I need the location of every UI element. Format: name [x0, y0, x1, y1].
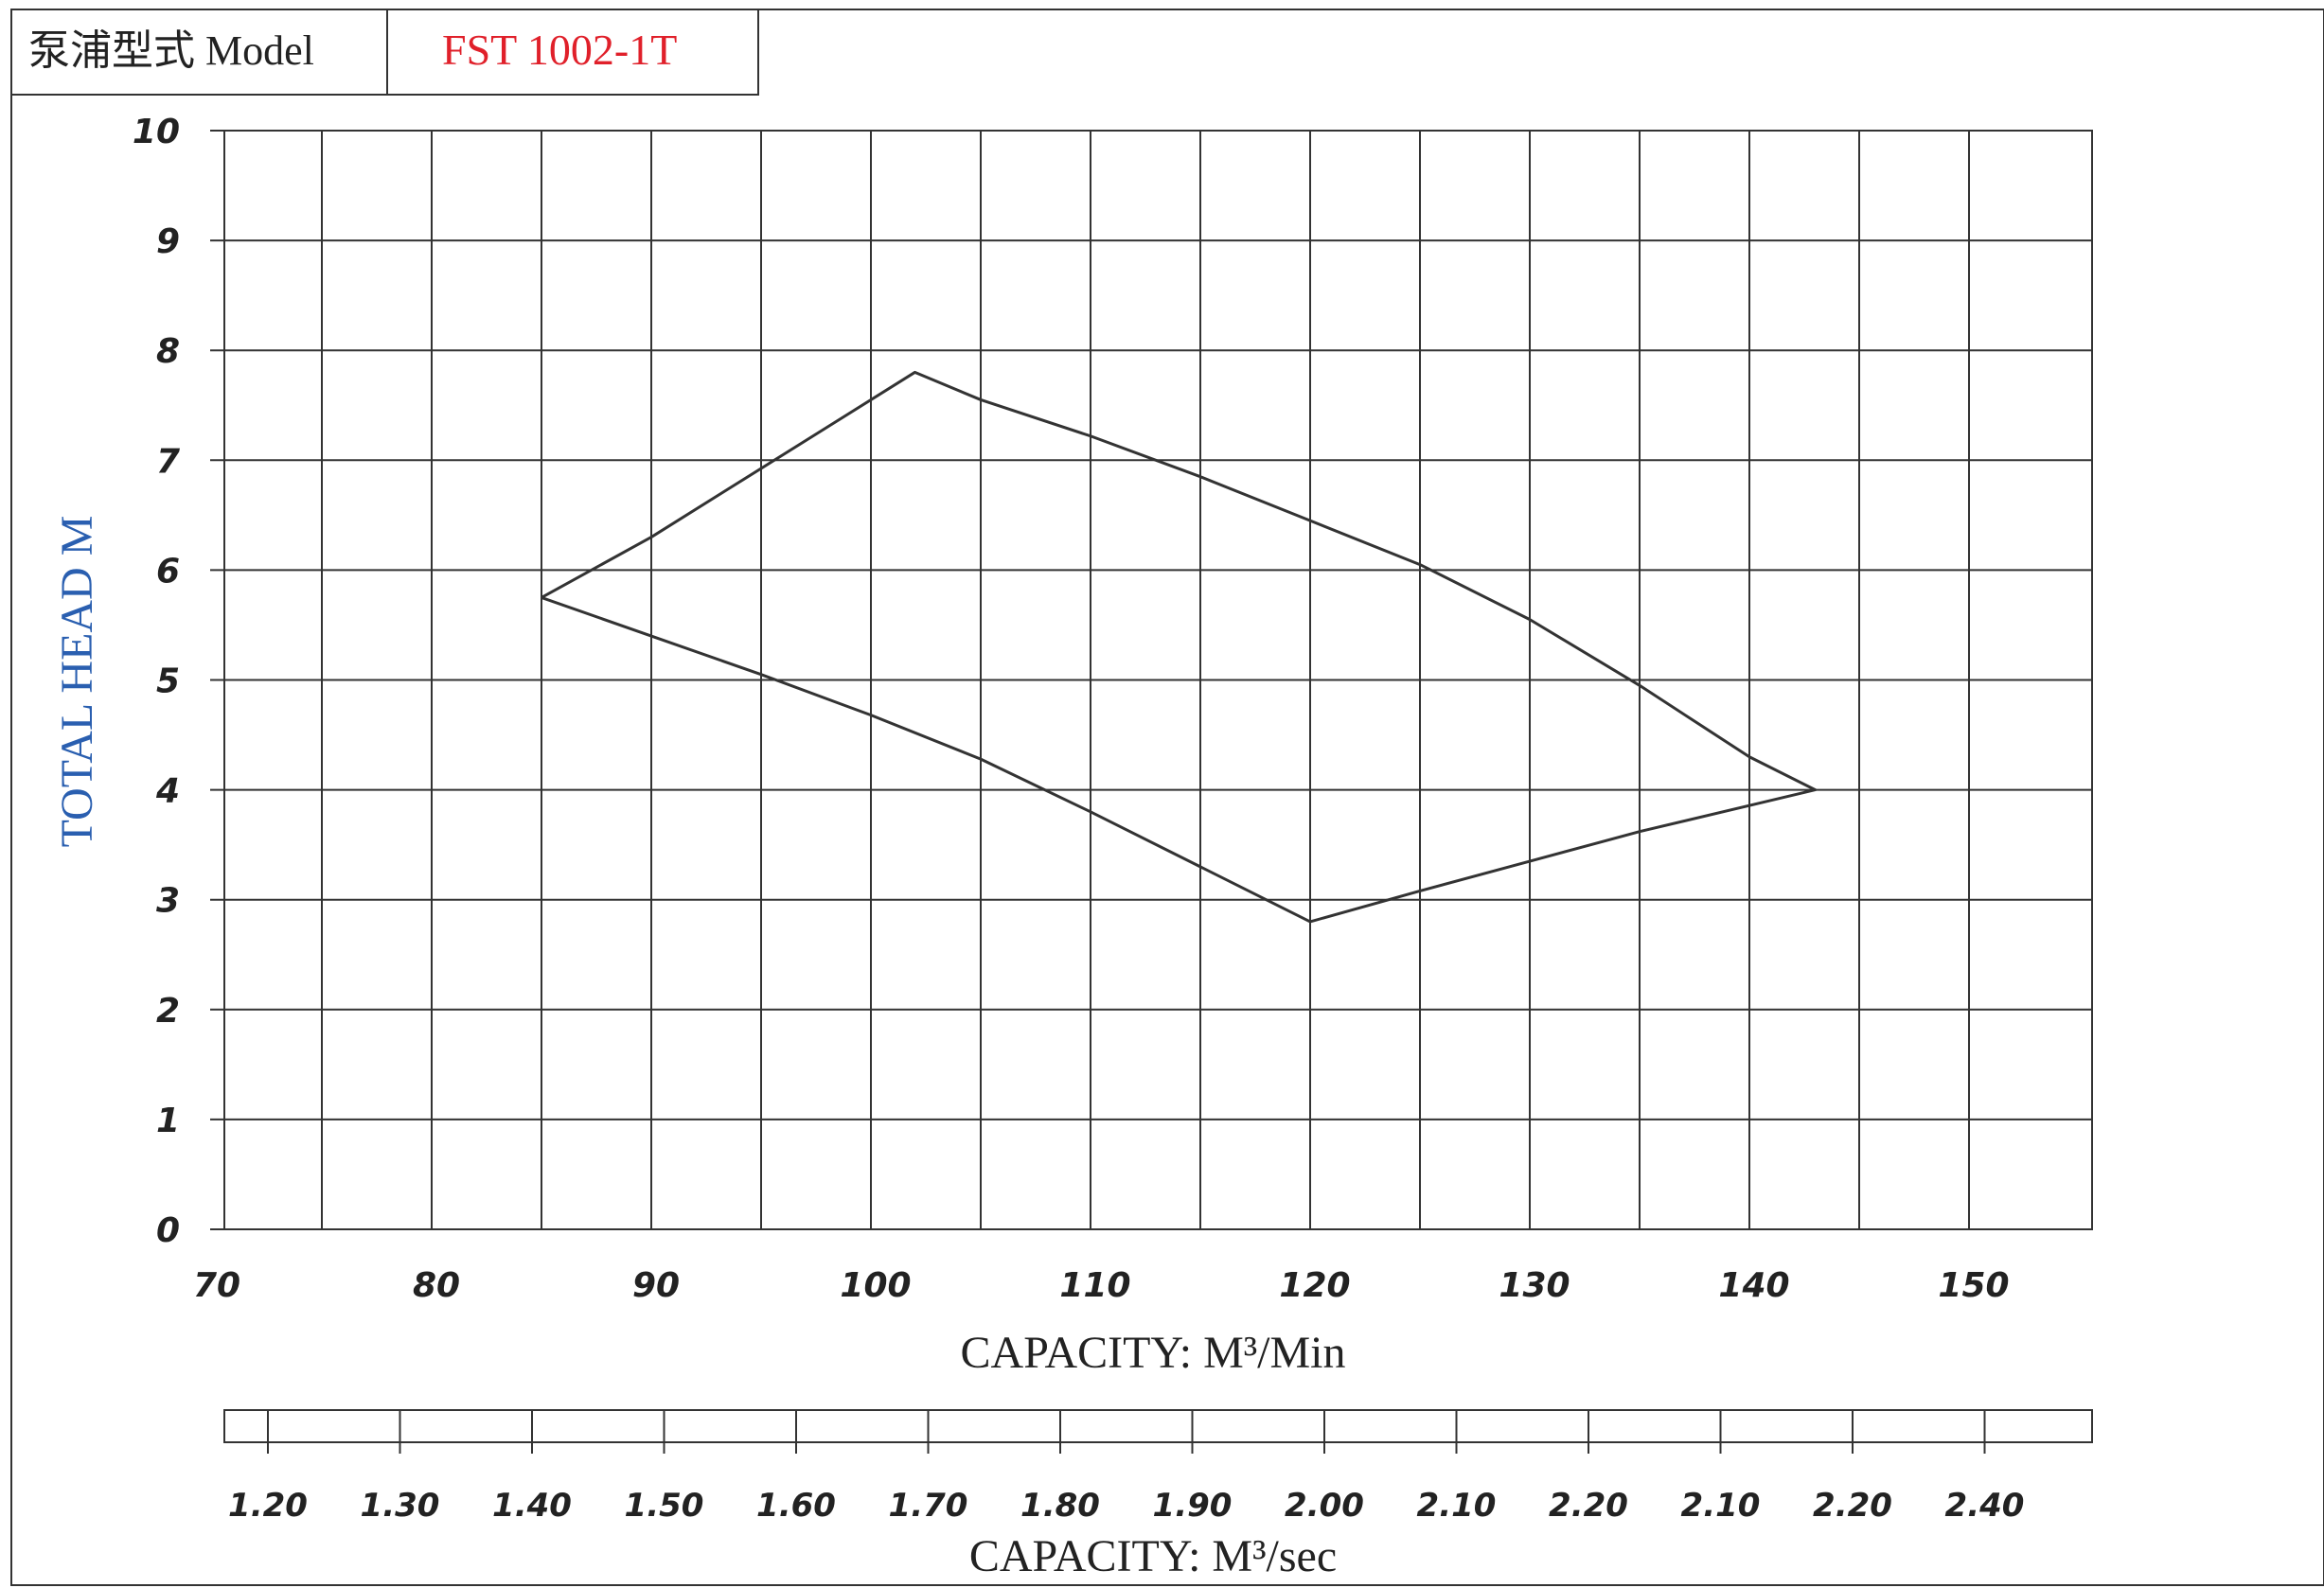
- secondary-x-axis-label: CAPACITY: M³/sec: [969, 1531, 1337, 1581]
- secondary-tick-label: 2.20: [1813, 1487, 1892, 1525]
- secondary-tick-label: 1.30: [361, 1487, 440, 1525]
- y-axis-label: TOTAL HEAD M: [52, 516, 102, 848]
- secondary-axis-bar: [223, 1409, 2093, 1443]
- y-tick-label: 8: [156, 332, 180, 371]
- grid: [210, 130, 2093, 1230]
- y-tick-label: 7: [156, 442, 180, 481]
- x-tick-label: 90: [632, 1266, 680, 1305]
- x-tick-label: 120: [1279, 1266, 1350, 1305]
- secondary-tick-label: 1.70: [889, 1487, 968, 1525]
- x-tick-label: 140: [1718, 1266, 1789, 1305]
- y-tick-labels: 0 1 2 3 4 5 6 7 8 9 10: [133, 113, 180, 1250]
- secondary-tick-label: 2.20: [1549, 1487, 1628, 1525]
- x-tick-label: 80: [413, 1266, 460, 1305]
- secondary-tick-label: 2.10: [1417, 1487, 1497, 1525]
- y-tick-label: 9: [156, 222, 180, 261]
- secondary-tick-label: 1.50: [625, 1487, 704, 1525]
- x-tick-label: 130: [1499, 1266, 1570, 1305]
- y-tick-label: 1: [156, 1102, 180, 1140]
- y-tick-label: 10: [133, 113, 180, 151]
- secondary-tick-label: 2.10: [1681, 1487, 1761, 1525]
- x-tick-label: 150: [1938, 1266, 2009, 1305]
- operating-range-envelope: [541, 370, 1818, 924]
- model-value: FST 1002-1T: [442, 26, 677, 74]
- y-tick-label: 2: [156, 992, 180, 1031]
- x-tick-label: 70: [193, 1266, 240, 1305]
- secondary-tick-label: 1.20: [228, 1487, 308, 1525]
- x-axis-label: CAPACITY: M³/Min: [961, 1328, 1346, 1378]
- x-tick-labels: 70 80 90 100 110 120 130 140 150: [193, 1266, 2010, 1305]
- x-tick-label: 100: [840, 1266, 911, 1305]
- y-tick-label: 3: [156, 882, 180, 921]
- y-tick-label: 4: [155, 772, 180, 811]
- secondary-tick-label: 2.40: [1945, 1487, 2025, 1525]
- y-tick-label: 0: [156, 1211, 180, 1250]
- secondary-tick-label: 1.40: [492, 1487, 572, 1525]
- y-tick-label: 5: [156, 662, 180, 701]
- x-tick-label: 110: [1059, 1266, 1130, 1305]
- secondary-capacity-axis: 1.20 1.30 1.40 1.50 1.60 1.70 1.80 1.90 2.00 2.10…: [223, 1409, 2093, 1525]
- model-label: 泵浦型式 Model: [28, 27, 314, 74]
- secondary-tick-label: 1.80: [1020, 1487, 1100, 1525]
- secondary-tick-label: 1.60: [756, 1487, 836, 1525]
- secondary-tick-label: 2.00: [1285, 1487, 1364, 1525]
- outer-frame: [10, 9, 2324, 1586]
- y-tick-label: 6: [156, 552, 180, 591]
- secondary-tick-label: 1.90: [1153, 1487, 1233, 1525]
- model-value-box: [386, 9, 759, 96]
- plot-area: [541, 370, 1818, 924]
